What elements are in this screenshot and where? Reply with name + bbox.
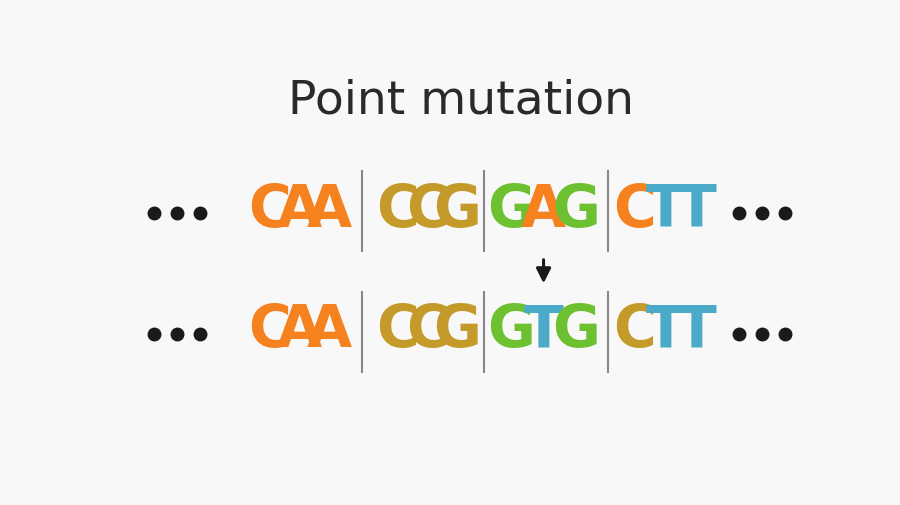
Text: A: A (521, 182, 566, 239)
Text: T: T (645, 182, 686, 239)
Text: G: G (552, 182, 599, 239)
Text: C: C (248, 302, 291, 360)
Text: G: G (433, 182, 481, 239)
Text: C: C (406, 302, 448, 360)
Text: T: T (645, 302, 686, 360)
Text: A: A (277, 182, 322, 239)
Text: C: C (248, 182, 291, 239)
Text: G: G (552, 302, 599, 360)
Text: G: G (488, 182, 536, 239)
Text: G: G (433, 302, 481, 360)
Text: C: C (613, 302, 655, 360)
Text: G: G (488, 302, 536, 360)
Text: C: C (375, 302, 419, 360)
Text: A: A (277, 302, 322, 360)
Text: T: T (524, 302, 563, 360)
Text: Point mutation: Point mutation (288, 79, 634, 124)
Text: C: C (406, 182, 448, 239)
Text: C: C (375, 182, 419, 239)
Text: C: C (613, 182, 655, 239)
Text: A: A (307, 182, 352, 239)
Text: T: T (677, 302, 717, 360)
Text: A: A (307, 302, 352, 360)
Text: T: T (677, 182, 717, 239)
